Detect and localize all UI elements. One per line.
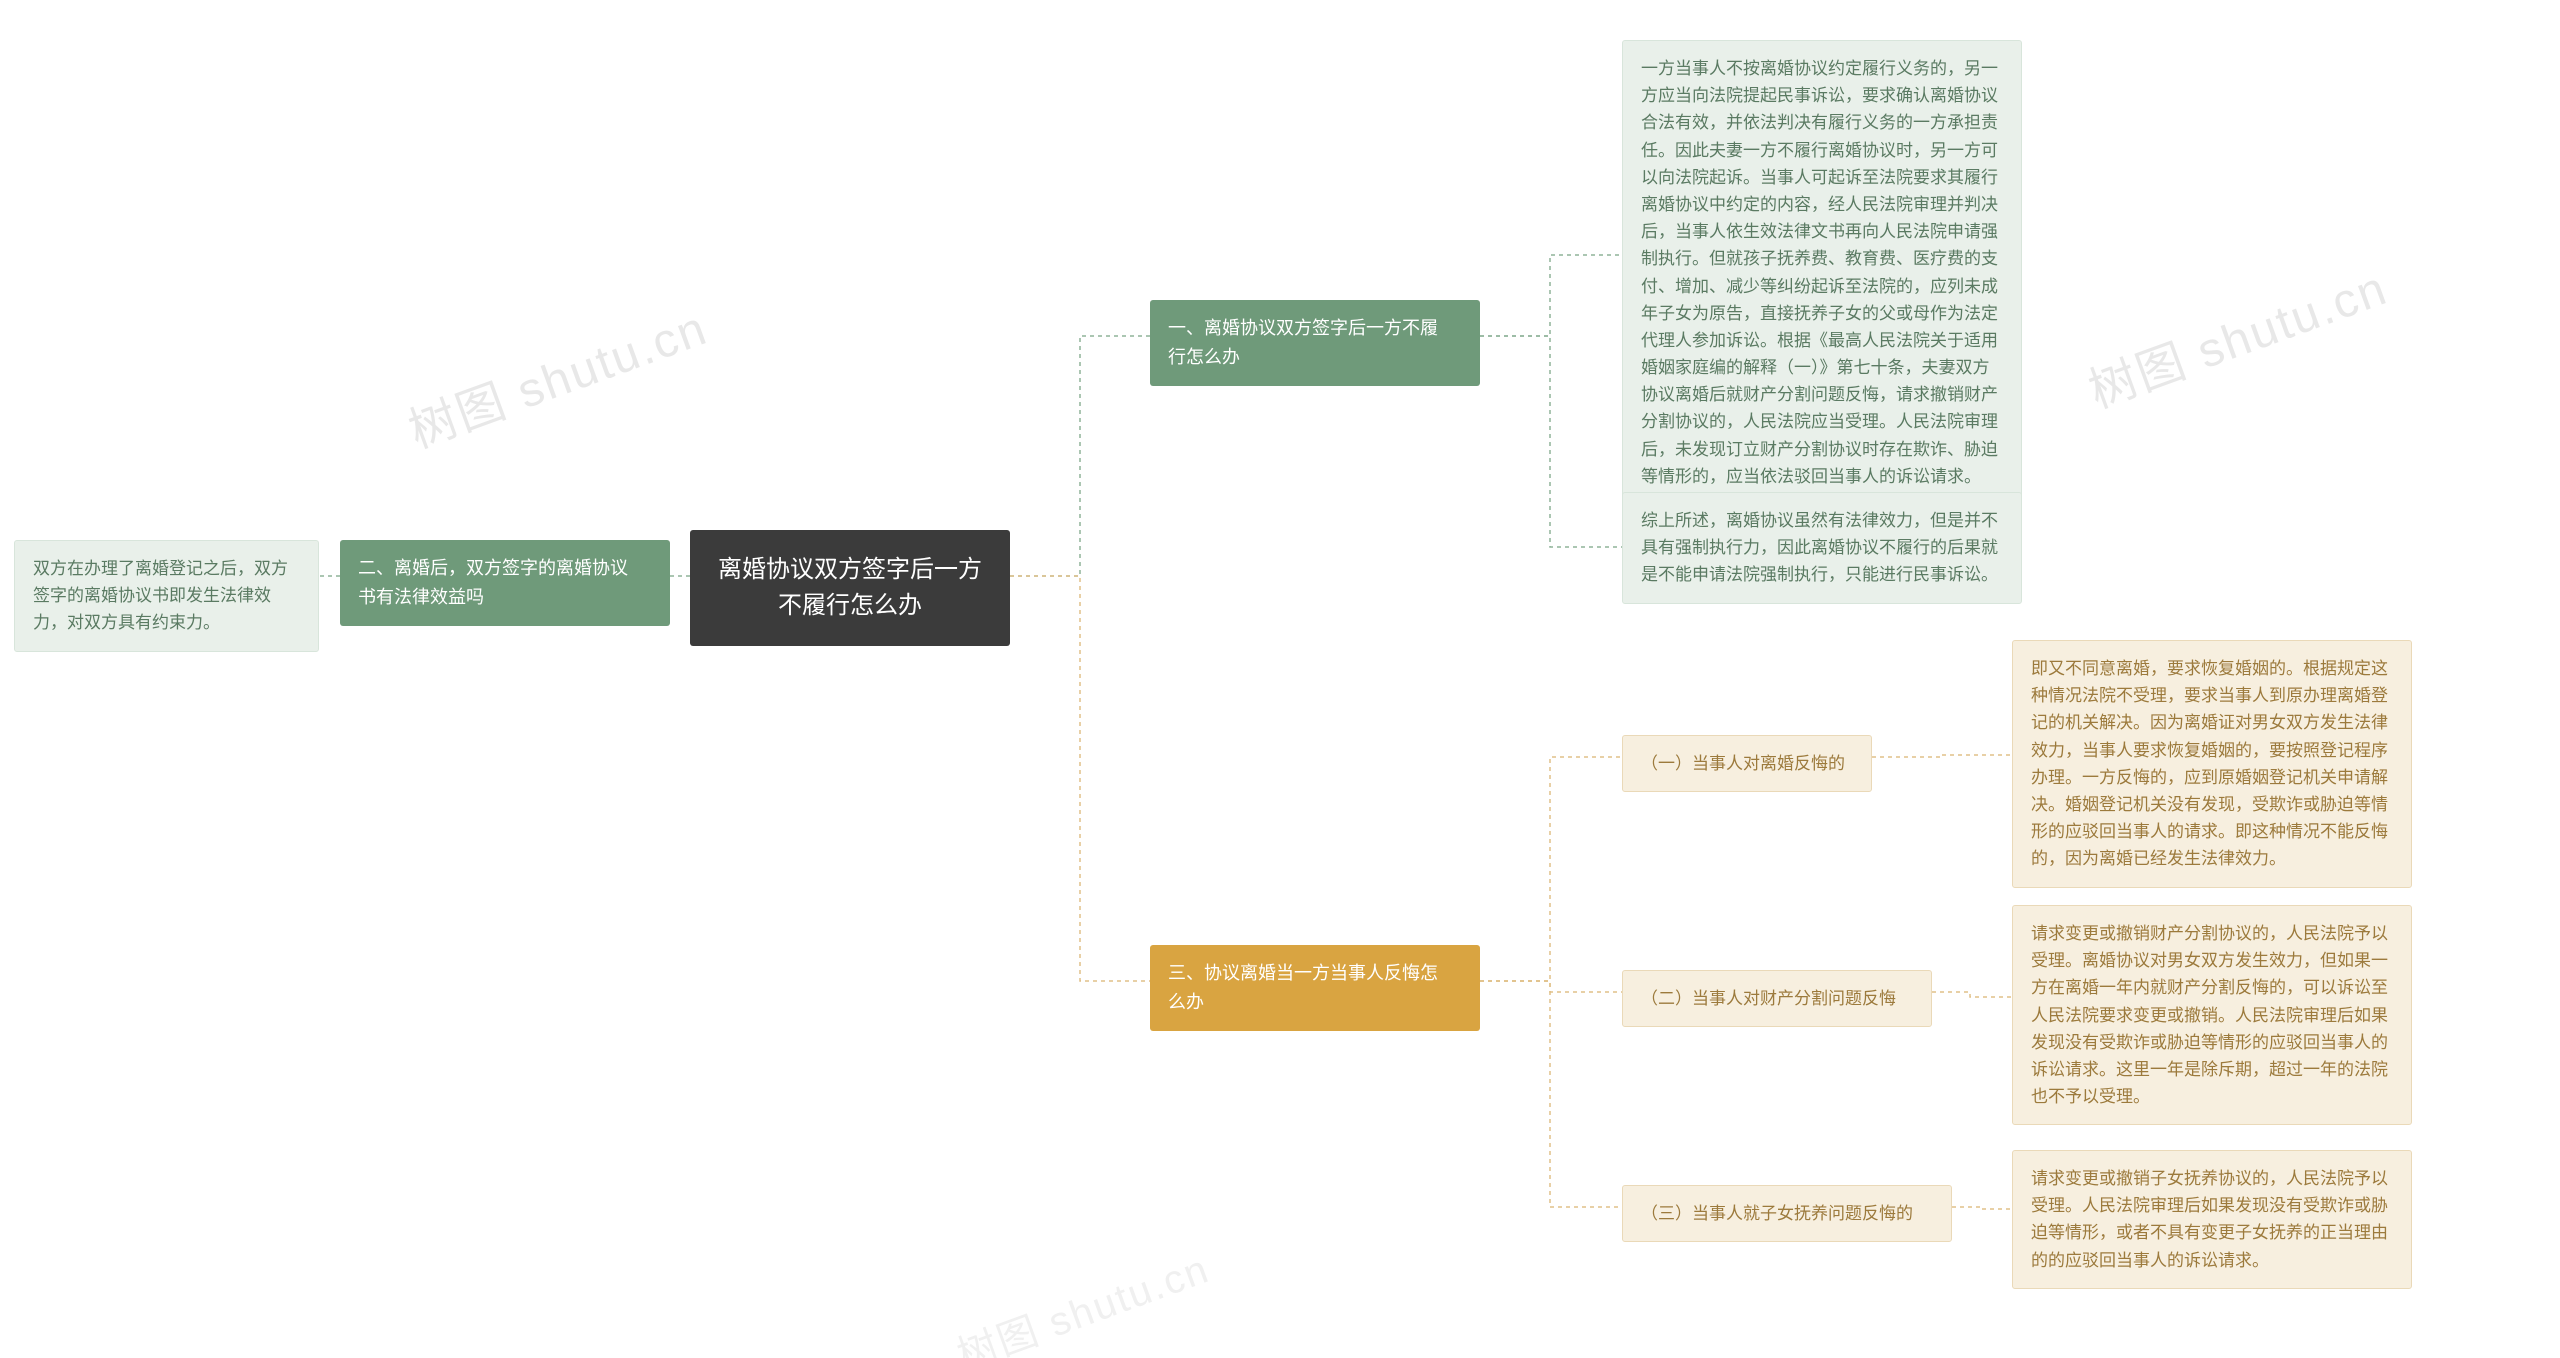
branch-3-text: 三、协议离婚当一方当事人反悔怎 么办 — [1168, 963, 1438, 1012]
root-node[interactable]: 离婚协议双方签字后一方 不履行怎么办 — [690, 530, 1010, 646]
branch-1[interactable]: 一、离婚协议双方签字后一方不履 行怎么办 — [1150, 300, 1480, 386]
leaf-text: 即又不同意离婚，要求恢复婚姻的。根据规定这种情况法院不受理，要求当事人到原办理离… — [2031, 659, 2388, 868]
leaf-text: 综上所述，离婚协议虽然有法律效力，但是并不具有强制执行力，因此离婚协议不履行的后… — [1641, 511, 1998, 584]
branch-3-sub-a[interactable]: （一）当事人对离婚反悔的 — [1622, 735, 1872, 792]
leaf-text: 请求变更或撤销财产分割协议的，人民法院予以受理。离婚协议对男女双方发生效力，但如… — [2031, 924, 2388, 1106]
branch-1-leaf-b[interactable]: 综上所述，离婚协议虽然有法律效力，但是并不具有强制执行力，因此离婚协议不履行的后… — [1622, 492, 2022, 604]
branch-3-sub-a-leaf[interactable]: 即又不同意离婚，要求恢复婚姻的。根据规定这种情况法院不受理，要求当事人到原办理离… — [2012, 640, 2412, 888]
branch-1-leaf-a[interactable]: 一方当事人不按离婚协议约定履行义务的，另一方应当向法院提起民事诉讼，要求确认离婚… — [1622, 40, 2022, 505]
branch-3-sub-c[interactable]: （三）当事人就子女抚养问题反悔的 — [1622, 1185, 1952, 1242]
leaf-text: （一）当事人对离婚反悔的 — [1641, 754, 1845, 773]
root-text: 离婚协议双方签字后一方 不履行怎么办 — [718, 556, 982, 619]
leaf-text: （二）当事人对财产分割问题反悔 — [1641, 989, 1896, 1008]
leaf-text: 双方在办理了离婚登记之后，双方签字的离婚协议书即发生法律效力，对双方具有约束力。 — [33, 559, 288, 632]
branch-3-sub-b-leaf[interactable]: 请求变更或撤销财产分割协议的，人民法院予以受理。离婚协议对男女双方发生效力，但如… — [2012, 905, 2412, 1125]
leaf-text: 请求变更或撤销子女抚养协议的，人民法院予以受理。人民法院审理后如果发现没有受欺诈… — [2031, 1169, 2388, 1270]
watermark: 树图 shutu.cn — [948, 1237, 1216, 1358]
branch-3-sub-b[interactable]: （二）当事人对财产分割问题反悔 — [1622, 970, 1932, 1027]
branch-1-text: 一、离婚协议双方签字后一方不履 行怎么办 — [1168, 318, 1438, 367]
branch-2[interactable]: 二、离婚后，双方签字的离婚协议 书有法律效益吗 — [340, 540, 670, 626]
branch-2-leaf-a[interactable]: 双方在办理了离婚登记之后，双方签字的离婚协议书即发生法律效力，对双方具有约束力。 — [14, 540, 319, 652]
leaf-text: 一方当事人不按离婚协议约定履行义务的，另一方应当向法院提起民事诉讼，要求确认离婚… — [1641, 59, 1998, 486]
branch-2-text: 二、离婚后，双方签字的离婚协议 书有法律效益吗 — [358, 558, 628, 607]
branch-3[interactable]: 三、协议离婚当一方当事人反悔怎 么办 — [1150, 945, 1480, 1031]
leaf-text: （三）当事人就子女抚养问题反悔的 — [1641, 1204, 1913, 1223]
watermark: 树图 shutu.cn — [397, 289, 715, 462]
branch-3-sub-c-leaf[interactable]: 请求变更或撤销子女抚养协议的，人民法院予以受理。人民法院审理后如果发现没有受欺诈… — [2012, 1150, 2412, 1289]
watermark: 树图 shutu.cn — [2077, 249, 2395, 422]
